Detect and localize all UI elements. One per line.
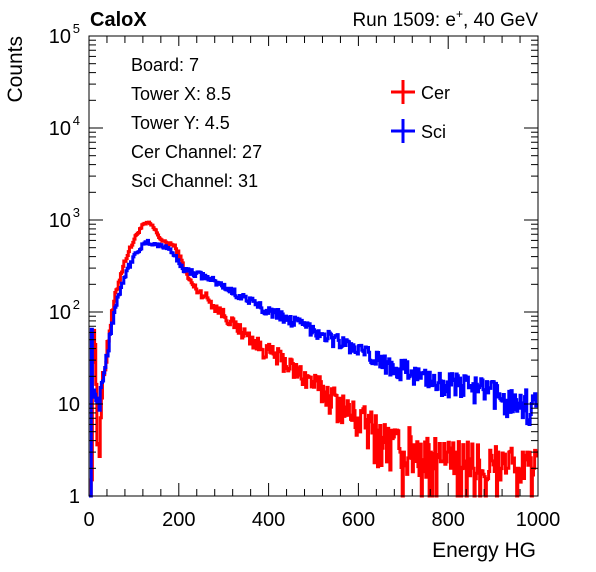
y-tick-label-exponent: 4	[73, 113, 80, 128]
y-tick-label: 10	[49, 26, 71, 48]
info-line-sci-channel: Sci Channel: 31	[131, 171, 258, 191]
info-box: Board: 7 Tower X: 8.5 Tower Y: 4.5 Cer C…	[122, 46, 360, 198]
info-line-board: Board: 7	[131, 55, 199, 75]
y-tick-label-exponent: 3	[73, 205, 80, 220]
x-tick-label: 0	[83, 509, 94, 531]
series-layer	[89, 220, 539, 498]
y-tick-label: 10	[49, 210, 71, 232]
chart-title-left: CaloX	[90, 9, 147, 31]
legend-cer-label: Cer	[421, 83, 450, 103]
x-tick-label: 1000	[516, 509, 561, 531]
y-tick-label: 10	[49, 118, 71, 140]
series-line-sci	[89, 238, 539, 498]
y-tick-label: 10	[49, 302, 71, 324]
y-axis-label: Counts	[4, 36, 27, 103]
plot-frame	[88, 35, 539, 497]
x-tick-label: 600	[342, 509, 375, 531]
legend-sci-label: Sci	[421, 122, 446, 142]
info-box-background	[122, 46, 360, 198]
y-tick-label-exponent: 5	[73, 21, 80, 36]
legend: Cer Sci	[391, 80, 450, 143]
info-line-tower-x: Tower X: 8.5	[131, 84, 231, 104]
y-tick-label: 1	[69, 486, 80, 508]
series-line-cer	[89, 220, 539, 498]
y-tick-label: 10	[58, 394, 80, 416]
x-axis-label: Energy HG	[432, 539, 536, 562]
chart-title-right-sup: +	[456, 7, 463, 21]
y-tick-label-exponent: 2	[73, 297, 80, 312]
x-tick-label: 200	[162, 509, 195, 531]
info-line-tower-y: Tower Y: 4.5	[131, 113, 230, 133]
x-tick-label: 800	[432, 509, 465, 531]
info-line-cer-channel: Cer Channel: 27	[131, 142, 262, 162]
chart-title-right: Run 1509: e+, 40 GeV	[352, 7, 538, 31]
x-tick-label: 400	[252, 509, 285, 531]
chart-title-right-main: Run 1509: e	[352, 10, 456, 31]
chart-title-right-tail: , 40 GeV	[463, 10, 538, 31]
